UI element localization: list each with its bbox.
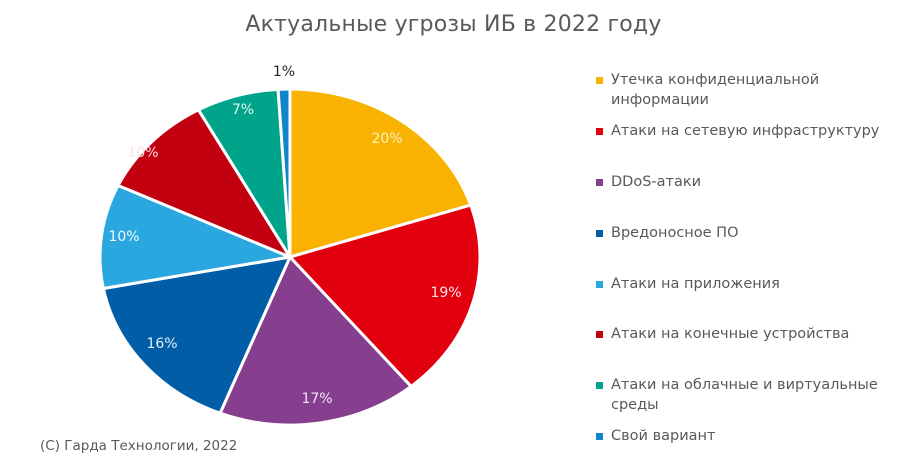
- slice-percent-label: 10%: [108, 229, 139, 245]
- legend-item-app-attacks: Атаки на приложения: [596, 274, 896, 294]
- slice-percent-label: 20%: [371, 131, 402, 147]
- legend-item-endpoint-attacks: Атаки на конечные устройства: [596, 324, 896, 344]
- legend-swatch: [596, 128, 603, 135]
- legend-item-other: Свой вариант: [596, 426, 896, 446]
- slice-percent-label: 1%: [273, 64, 295, 80]
- slice-percent-label: 19%: [430, 285, 461, 301]
- legend-swatch: [596, 230, 603, 237]
- legend-swatch: [596, 179, 603, 186]
- slice-percent-label: 10%: [127, 145, 158, 161]
- legend-label: DDoS-атаки: [611, 174, 702, 190]
- legend-swatch: [596, 331, 603, 338]
- legend-label: Вредоносное ПО: [611, 225, 739, 241]
- legend-swatch: [596, 382, 603, 389]
- legend-swatch: [596, 433, 603, 440]
- pie-slice: [288, 203, 482, 388]
- chart-title: Актуальные угрозы ИБ в 2022 году: [245, 12, 662, 37]
- legend-label: Атаки на сетевую инфраструктуру: [611, 123, 880, 139]
- legend-swatch: [596, 281, 603, 288]
- pie-slice: [276, 87, 292, 259]
- legend-label: Атаки на приложения: [611, 276, 780, 292]
- legend-item-data-leak: Утечка конфиденциальной информации: [596, 70, 896, 110]
- legend-label: Свой вариант: [611, 428, 716, 444]
- slice-percent-label: 17%: [301, 391, 332, 407]
- slice-percent-label: 7%: [232, 102, 254, 118]
- legend-item-malware: Вредоносное ПО: [596, 223, 896, 243]
- pie-slice: [288, 87, 473, 259]
- slice-percent-label: 16%: [146, 336, 177, 352]
- copyright-footer: (С) Гарда Технологии, 2022: [40, 438, 238, 454]
- pie-slice: [101, 255, 292, 415]
- legend-item-network-attacks: Атаки на сетевую инфраструктуру: [596, 121, 896, 141]
- legend-item-ddos: DDoS-атаки: [596, 172, 896, 192]
- legend-label: Атаки на конечные устройства: [611, 326, 850, 342]
- legend-item-cloud-attacks: Атаки на облачные и виртуальные среды: [596, 375, 896, 415]
- pie-slice: [218, 255, 413, 427]
- legend-swatch: [596, 77, 603, 84]
- legend-label: Утечка конфиденциальной информации: [611, 72, 820, 108]
- pie-slice: [98, 183, 292, 290]
- legend-label: Атаки на облачные и виртуальные среды: [611, 377, 878, 413]
- pie-slice: [116, 108, 292, 259]
